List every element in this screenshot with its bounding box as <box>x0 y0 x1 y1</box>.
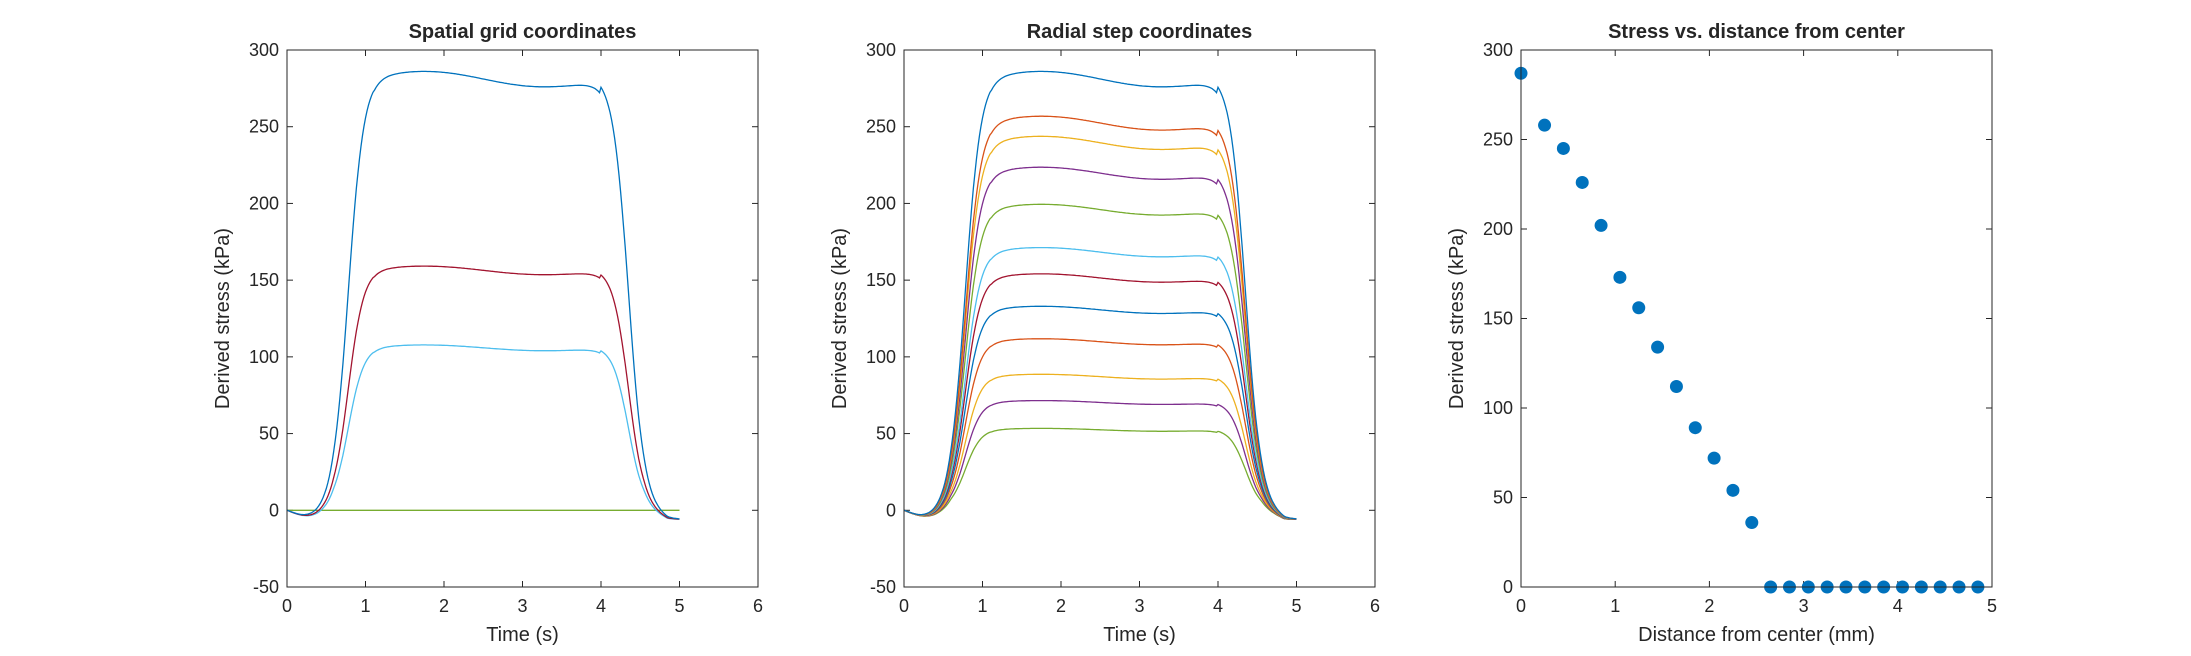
y-axis-label: Derived stress (kPa) <box>1446 228 1468 409</box>
y-tick-label: 0 <box>269 500 279 520</box>
y-tick-label: 50 <box>876 424 896 444</box>
series-lines <box>903 70 1297 521</box>
x-tick-label: 3 <box>517 596 527 616</box>
scatter-point <box>1538 118 1552 132</box>
series-line-7 <box>903 203 1297 520</box>
x-tick-label: 1 <box>977 596 987 616</box>
y-tick-label: 100 <box>1483 398 1513 418</box>
y-tick-label: 0 <box>886 500 896 520</box>
chart-title: Radial step coordinates <box>1027 21 1253 43</box>
x-tick-label: 4 <box>1893 596 1903 616</box>
scatter-point <box>1745 516 1759 530</box>
axes-frame <box>286 49 759 588</box>
y-tick-label: 150 <box>249 270 279 290</box>
scatter-point <box>1651 340 1665 354</box>
scatter-point <box>1613 270 1627 284</box>
x-tick-label: 4 <box>1213 596 1223 616</box>
y-tick-label: 200 <box>866 193 896 213</box>
scatter-point <box>1556 141 1570 155</box>
x-tick-label: 1 <box>360 596 370 616</box>
x-tick-label: 6 <box>1370 596 1380 616</box>
y-tick-label: 100 <box>866 347 896 367</box>
x-tick-label: 5 <box>1987 596 1997 616</box>
series-line-0 <box>903 427 1297 521</box>
series-line-3 <box>903 338 1297 520</box>
y-tick-label: 300 <box>249 40 279 60</box>
series-line-2 <box>286 265 680 520</box>
x-tick-label: 0 <box>899 596 909 616</box>
x-axis-label: Distance from center (mm) <box>1638 624 1875 646</box>
y-tick-label: 100 <box>249 347 279 367</box>
series-line-8 <box>903 166 1297 520</box>
chart-stress-vs-distance: Stress vs. distance from center Distance… <box>1446 21 1997 646</box>
y-tick-label: 200 <box>1483 219 1513 239</box>
x-axis-label: Time (s) <box>486 624 559 646</box>
chart-radial-step: Radial step coordinates Time (s) Derived… <box>829 21 1380 646</box>
scatter-point <box>1575 175 1589 189</box>
scatter-point <box>1726 483 1740 497</box>
series-line-1 <box>903 399 1297 520</box>
y-tick-label: 250 <box>1483 130 1513 150</box>
x-tick-label: 2 <box>439 596 449 616</box>
x-tick-label: 5 <box>1291 596 1301 616</box>
y-tick-label: 300 <box>1483 40 1513 60</box>
scatter-point <box>1594 218 1608 232</box>
scatter-point <box>1688 421 1702 435</box>
x-tick-label: 0 <box>1516 596 1526 616</box>
y-tick-label: -50 <box>253 577 279 597</box>
series-line-5 <box>903 273 1297 520</box>
y-tick-label: 250 <box>249 117 279 137</box>
y-tick-label: 50 <box>1493 488 1513 508</box>
series-line-11 <box>903 70 1297 520</box>
y-tick-label: 300 <box>866 40 896 60</box>
y-tick-label: -50 <box>870 577 896 597</box>
series-line-1 <box>286 344 680 520</box>
y-axis-label: Derived stress (kPa) <box>829 228 851 409</box>
chart-title: Spatial grid coordinates <box>409 21 637 43</box>
series-line-9 <box>903 135 1297 520</box>
y-tick-label: 250 <box>866 117 896 137</box>
y-tick-label: 150 <box>866 270 896 290</box>
series-line-4 <box>903 305 1297 520</box>
scatter-point <box>1632 301 1646 315</box>
x-tick-label: 0 <box>282 596 292 616</box>
series-line-3 <box>286 70 680 520</box>
x-tick-label: 1 <box>1610 596 1620 616</box>
x-axis-label: Time (s) <box>1103 624 1176 646</box>
y-tick-label: 200 <box>249 193 279 213</box>
chart-spatial-grid: Spatial grid coordinates Time (s) Derive… <box>212 21 763 646</box>
series-line-10 <box>903 115 1297 520</box>
series-line-6 <box>903 246 1297 520</box>
axes-frame <box>903 49 1376 588</box>
x-tick-label: 4 <box>596 596 606 616</box>
scatter-point <box>1707 451 1721 465</box>
x-tick-label: 3 <box>1134 596 1144 616</box>
x-tick-label: 6 <box>753 596 763 616</box>
x-tick-label: 3 <box>1799 596 1809 616</box>
scatter-point <box>1669 380 1683 394</box>
y-axis-label: Derived stress (kPa) <box>212 228 234 409</box>
y-tick-label: 150 <box>1483 309 1513 329</box>
y-tick-label: 50 <box>259 424 279 444</box>
series-lines <box>286 70 680 520</box>
x-tick-label: 2 <box>1704 596 1714 616</box>
chart-title: Stress vs. distance from center <box>1608 21 1905 43</box>
series-line-2 <box>903 373 1297 520</box>
x-tick-label: 5 <box>674 596 684 616</box>
x-tick-label: 2 <box>1056 596 1066 616</box>
axes-frame <box>1520 49 1993 588</box>
y-tick-label: 0 <box>1503 577 1513 597</box>
